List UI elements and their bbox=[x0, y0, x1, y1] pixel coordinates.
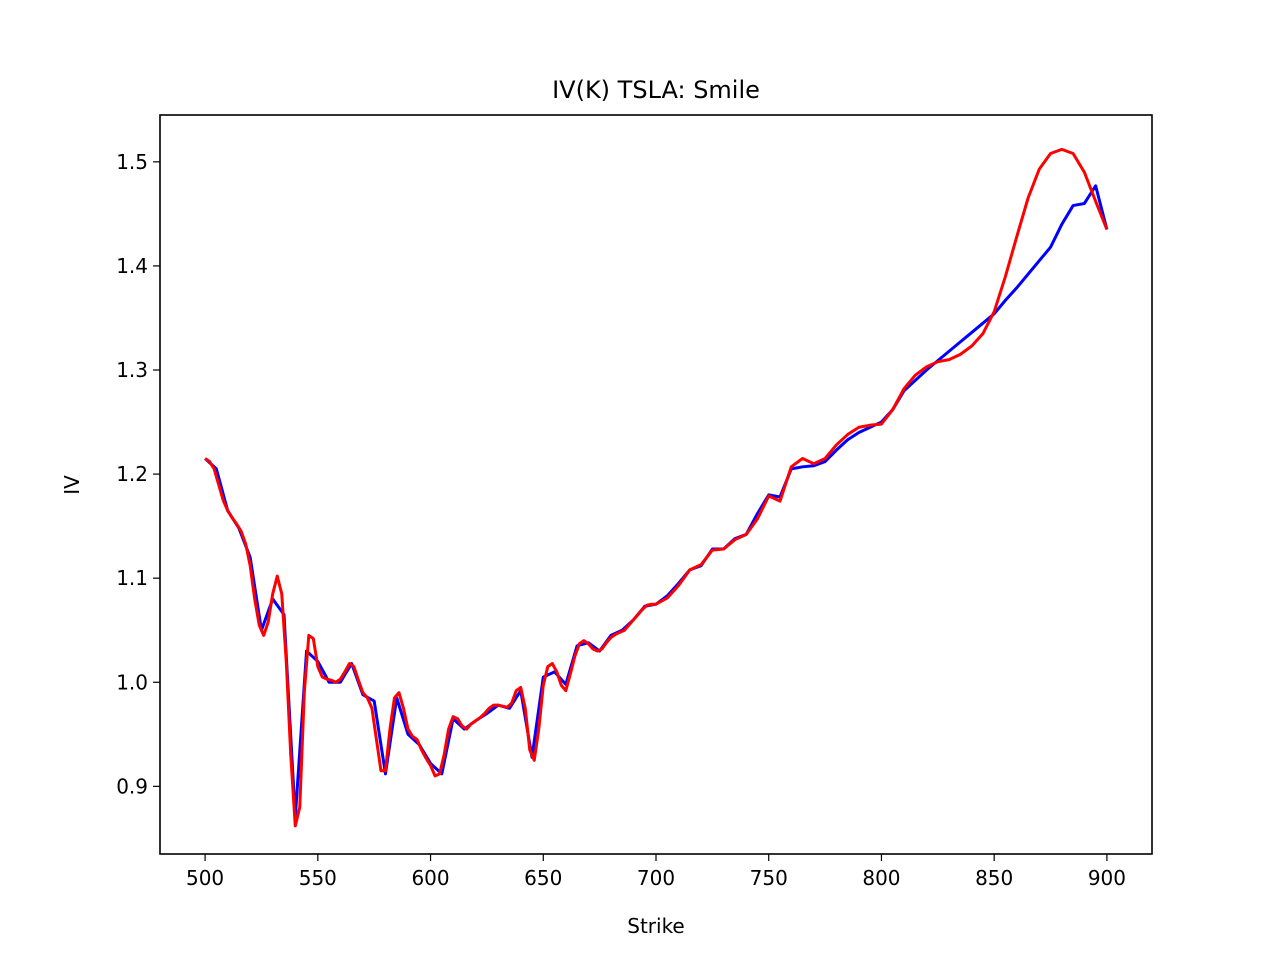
plot-lines bbox=[204, 147, 1109, 828]
y-tick-label: 0.9 bbox=[116, 774, 148, 798]
x-tick-label: 750 bbox=[750, 866, 788, 890]
x-axis: 500 550 600 650 700 750 800 850 900 bbox=[186, 854, 1126, 890]
x-tick-label: 700 bbox=[637, 866, 675, 890]
y-axis-label: IV bbox=[60, 475, 84, 495]
y-tick-label: 1.5 bbox=[116, 150, 148, 174]
y-tick-label: 1.2 bbox=[116, 462, 148, 486]
y-tick-label: 1.3 bbox=[116, 358, 148, 382]
x-axis-label: Strike bbox=[627, 914, 685, 938]
x-tick-label: 600 bbox=[411, 866, 449, 890]
chart-title: IV(K) TSLA: Smile bbox=[552, 76, 760, 104]
series-line-1 bbox=[204, 184, 1109, 820]
x-tick-label: 550 bbox=[299, 866, 337, 890]
y-tick-label: 1.4 bbox=[116, 254, 148, 278]
x-tick-label: 650 bbox=[524, 866, 562, 890]
x-tick-label: 900 bbox=[1088, 866, 1126, 890]
y-axis: 0.9 1.0 1.1 1.2 1.3 1.4 1.5 bbox=[116, 150, 160, 798]
x-tick-label: 500 bbox=[186, 866, 224, 890]
y-tick-label: 1.1 bbox=[116, 566, 148, 590]
series-line-2 bbox=[204, 147, 1109, 828]
y-tick-label: 1.0 bbox=[116, 670, 148, 694]
x-tick-label: 800 bbox=[862, 866, 900, 890]
plot-frame bbox=[159, 114, 1153, 855]
x-tick-label: 850 bbox=[975, 866, 1013, 890]
